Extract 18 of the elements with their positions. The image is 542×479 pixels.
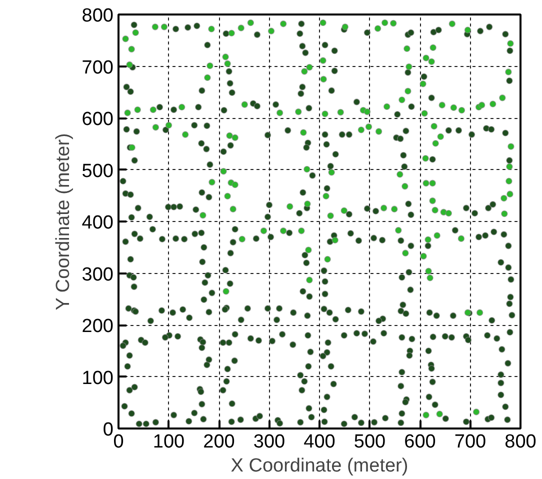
y-tick-label: 100 <box>82 368 114 389</box>
y-tick-label: 700 <box>82 57 114 78</box>
x-tick-label: 200 <box>203 432 235 452</box>
x-tick-label: 300 <box>253 432 286 452</box>
x-tick-label: 800 <box>504 432 536 452</box>
y-tick-label: 300 <box>82 264 114 286</box>
x-tick-label: 500 <box>354 432 386 452</box>
y-tick-label: 400 <box>82 212 114 234</box>
x-tick-label: 100 <box>152 432 185 452</box>
y-tick-label: 600 <box>82 109 114 130</box>
y-tick-label: 200 <box>82 316 114 337</box>
y-tick-label: 500 <box>82 160 114 182</box>
x-tick-label: 400 <box>304 432 336 452</box>
y-tick-label: 800 <box>82 6 114 26</box>
y-axis-title: Y Coordinate (meter) <box>52 133 74 310</box>
x-axis-title: X Coordinate (meter) <box>230 456 408 476</box>
x-tick-label: 700 <box>454 432 486 452</box>
x-tick-label: 600 <box>404 432 436 452</box>
